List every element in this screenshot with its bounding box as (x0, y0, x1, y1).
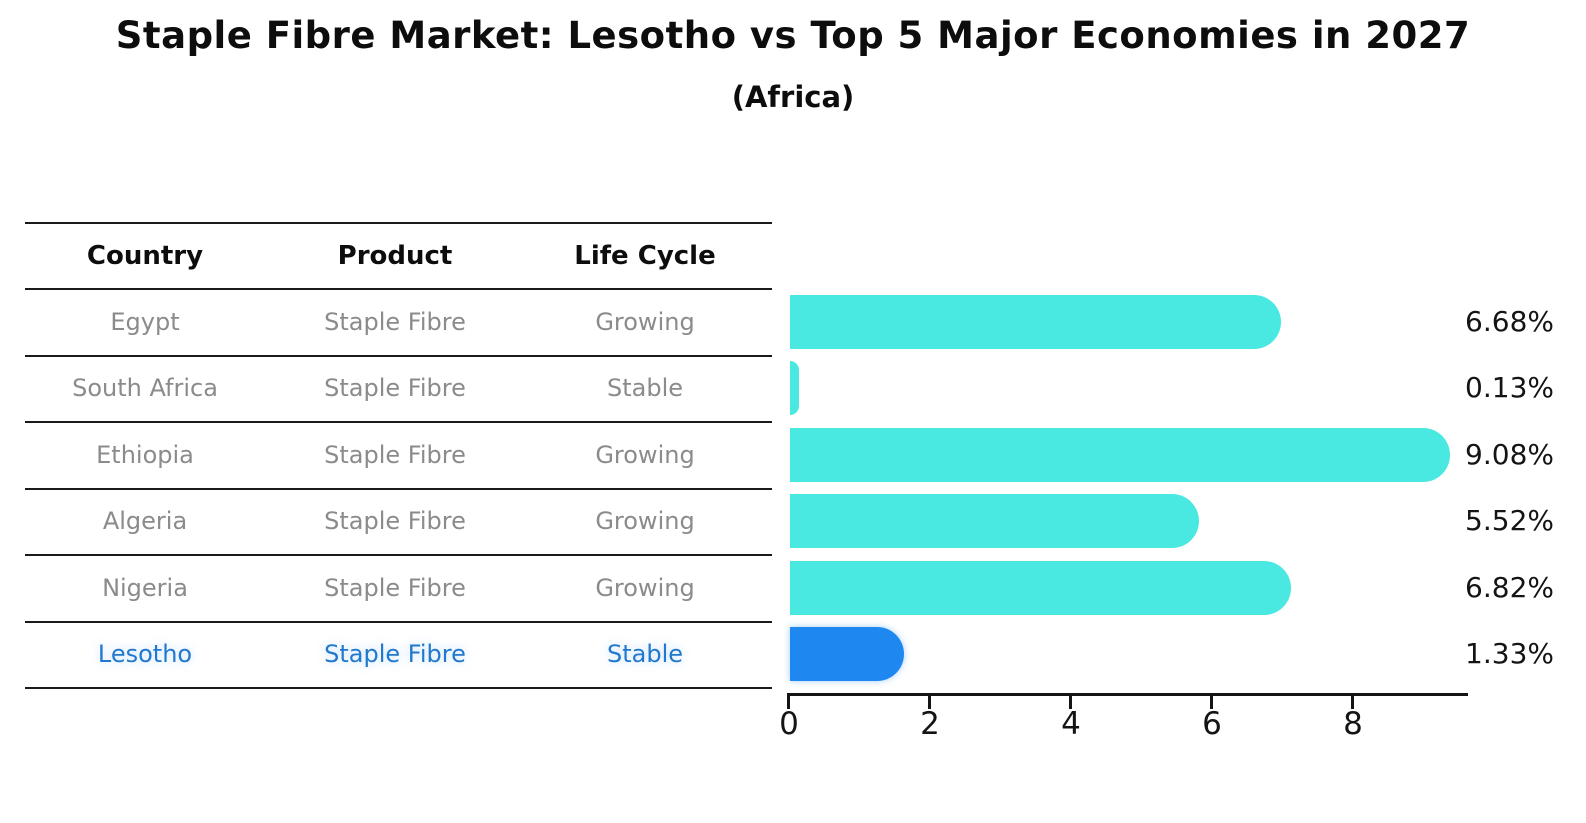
value-label: 9.08% (1465, 438, 1554, 471)
life-cycle-cell: Growing (595, 574, 695, 602)
x-tick-label: 8 (1343, 706, 1363, 742)
value-label: 6.68% (1465, 305, 1554, 338)
table-row-south-africa: South Africa Staple Fibre Stable (25, 355, 772, 421)
table-rule (25, 222, 772, 224)
life-cycle-cell: Stable (606, 374, 684, 402)
product-cell: Staple Fibre (324, 441, 466, 469)
product-cell: Staple Fibre (324, 640, 466, 668)
table-rule (25, 355, 772, 357)
x-tick-label: 2 (920, 706, 940, 742)
table-header-life-cycle: Life Cycle (574, 241, 716, 271)
x-axis-tick (1351, 694, 1354, 709)
life-cycle-cell: Stable (606, 640, 684, 668)
table-rule (25, 621, 772, 623)
chart-subtitle: (Africa) (731, 80, 855, 114)
country-cell: Nigeria (102, 574, 188, 602)
value-label: 6.82% (1465, 571, 1554, 604)
country-cell: Ethiopia (96, 441, 194, 469)
product-cell: Staple Fibre (324, 308, 466, 336)
life-cycle-cell: Growing (595, 441, 695, 469)
life-cycle-cell: Growing (595, 507, 695, 535)
x-tick-label: 6 (1202, 706, 1222, 742)
x-axis-tick (1210, 694, 1213, 709)
bar-ethiopia (790, 428, 1451, 482)
bar-south-africa (790, 361, 800, 415)
product-cell: Staple Fibre (324, 507, 466, 535)
x-axis-tick (787, 694, 790, 709)
country-cell: Algeria (102, 507, 188, 535)
table-header-country: Country (86, 241, 204, 271)
bar-egypt (790, 295, 1281, 349)
table-rule (25, 687, 772, 689)
table-header-product: Product (337, 241, 453, 271)
life-cycle-cell: Growing (595, 308, 695, 336)
bar-lesotho (790, 627, 904, 681)
table-row-lesotho: Lesotho Staple Fibre Stable (25, 621, 772, 687)
table-rule (25, 421, 772, 423)
country-cell: Lesotho (97, 640, 193, 668)
table-rule (25, 554, 772, 556)
x-tick-label: 4 (1061, 706, 1081, 742)
bar-algeria (790, 494, 1200, 548)
value-label: 5.52% (1465, 504, 1554, 537)
bar-nigeria (790, 561, 1291, 615)
x-axis-line (787, 693, 1468, 696)
x-axis-tick (928, 694, 931, 709)
country-cell: South Africa (72, 374, 218, 402)
table-row-egypt: Egypt Staple Fibre Growing (25, 289, 772, 355)
table-header-row: Country Product Life Cycle (25, 223, 772, 289)
value-label: 0.13% (1465, 371, 1554, 404)
table-row-ethiopia: Ethiopia Staple Fibre Growing (25, 422, 772, 488)
table-rule (25, 488, 772, 490)
table-row-algeria: Algeria Staple Fibre Growing (25, 488, 772, 554)
product-cell: Staple Fibre (324, 574, 466, 602)
table-rule (25, 288, 772, 290)
country-cell: Egypt (110, 308, 180, 336)
x-axis-tick (1069, 694, 1072, 709)
x-tick-label: 0 (779, 706, 799, 742)
chart-title: Staple Fibre Market: Lesotho vs Top 5 Ma… (115, 14, 1471, 57)
product-cell: Staple Fibre (324, 374, 466, 402)
table-row-nigeria: Nigeria Staple Fibre Growing (25, 555, 772, 621)
value-label: 1.33% (1465, 637, 1554, 670)
